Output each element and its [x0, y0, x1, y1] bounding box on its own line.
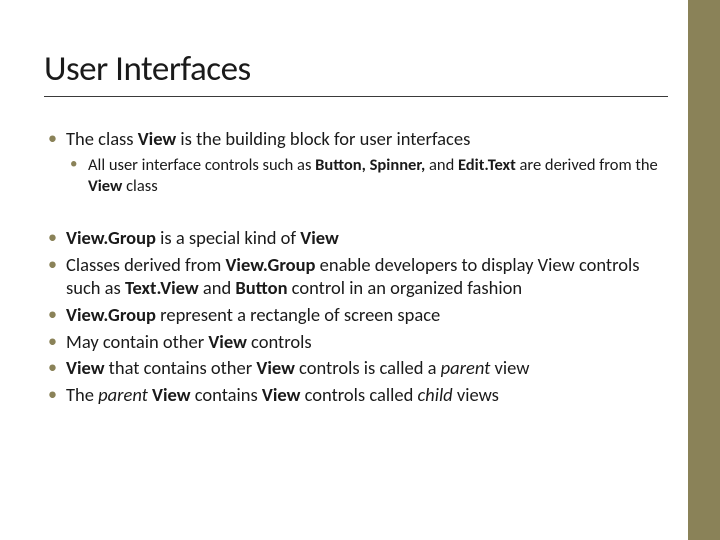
- list-item: The parent View contains View controls c…: [44, 383, 668, 407]
- text: view: [490, 356, 529, 379]
- text: are derived from the: [516, 155, 658, 175]
- text: The: [66, 383, 98, 406]
- bold-text: View: [152, 383, 191, 406]
- bold-text: View: [138, 127, 177, 150]
- bullet-list-2: View.Group is a special kind of View Cla…: [44, 226, 668, 407]
- italic-text: child: [417, 383, 452, 406]
- text: controls: [247, 330, 312, 353]
- text: Classes derived from: [66, 253, 225, 276]
- bold-text: View.Group: [66, 226, 156, 249]
- bullet-list-1: The class View is the building block for…: [44, 127, 668, 197]
- text: control in an organized fashion: [288, 276, 523, 299]
- bold-text: View: [66, 356, 105, 379]
- bold-text: View.Group: [66, 303, 156, 326]
- text: that contains other: [105, 356, 257, 379]
- text: represent a rectangle of screen space: [156, 303, 440, 326]
- text: and: [425, 155, 458, 175]
- text: All user interface controls such as: [88, 155, 315, 175]
- bold-text: Button: [235, 276, 287, 299]
- text: contains: [191, 383, 262, 406]
- bold-text: View: [88, 176, 122, 196]
- text: is the building block for user interface…: [176, 127, 470, 150]
- list-item: View.Group is a special kind of View: [44, 226, 668, 250]
- sub-list: All user interface controls such as Butt…: [66, 155, 668, 197]
- text: and: [199, 276, 236, 299]
- bold-text: View: [300, 226, 339, 249]
- text: May contain other: [66, 330, 208, 353]
- slide-accent-bar: [688, 0, 720, 540]
- bold-text: Edit.Text: [458, 155, 516, 175]
- bold-text: Button, Spinner,: [315, 155, 425, 175]
- list-item: View.Group represent a rectangle of scre…: [44, 303, 668, 327]
- bold-text: View.Group: [225, 253, 315, 276]
- list-item: All user interface controls such as Butt…: [66, 155, 668, 197]
- bold-text: View: [262, 383, 301, 406]
- list-item: May contain other View controls: [44, 330, 668, 354]
- spacer: [44, 200, 668, 226]
- text: The class: [66, 127, 138, 150]
- list-item: Classes derived from View.Group enable d…: [44, 253, 668, 300]
- bold-text: Text.View: [125, 276, 199, 299]
- text: controls is called a: [295, 356, 441, 379]
- bold-text: View: [208, 330, 247, 353]
- italic-text: parent: [441, 356, 491, 379]
- bold-text: View: [256, 356, 295, 379]
- text: controls called: [300, 383, 417, 406]
- slide-content: User Interfaces The class View is the bu…: [0, 0, 720, 440]
- slide-title: User Interfaces: [44, 48, 668, 97]
- italic-text: parent: [98, 383, 148, 406]
- text: is a special kind of: [156, 226, 300, 249]
- text: views: [453, 383, 499, 406]
- list-item: The class View is the building block for…: [44, 127, 668, 197]
- text: class: [122, 176, 157, 196]
- list-item: View that contains other View controls i…: [44, 356, 668, 380]
